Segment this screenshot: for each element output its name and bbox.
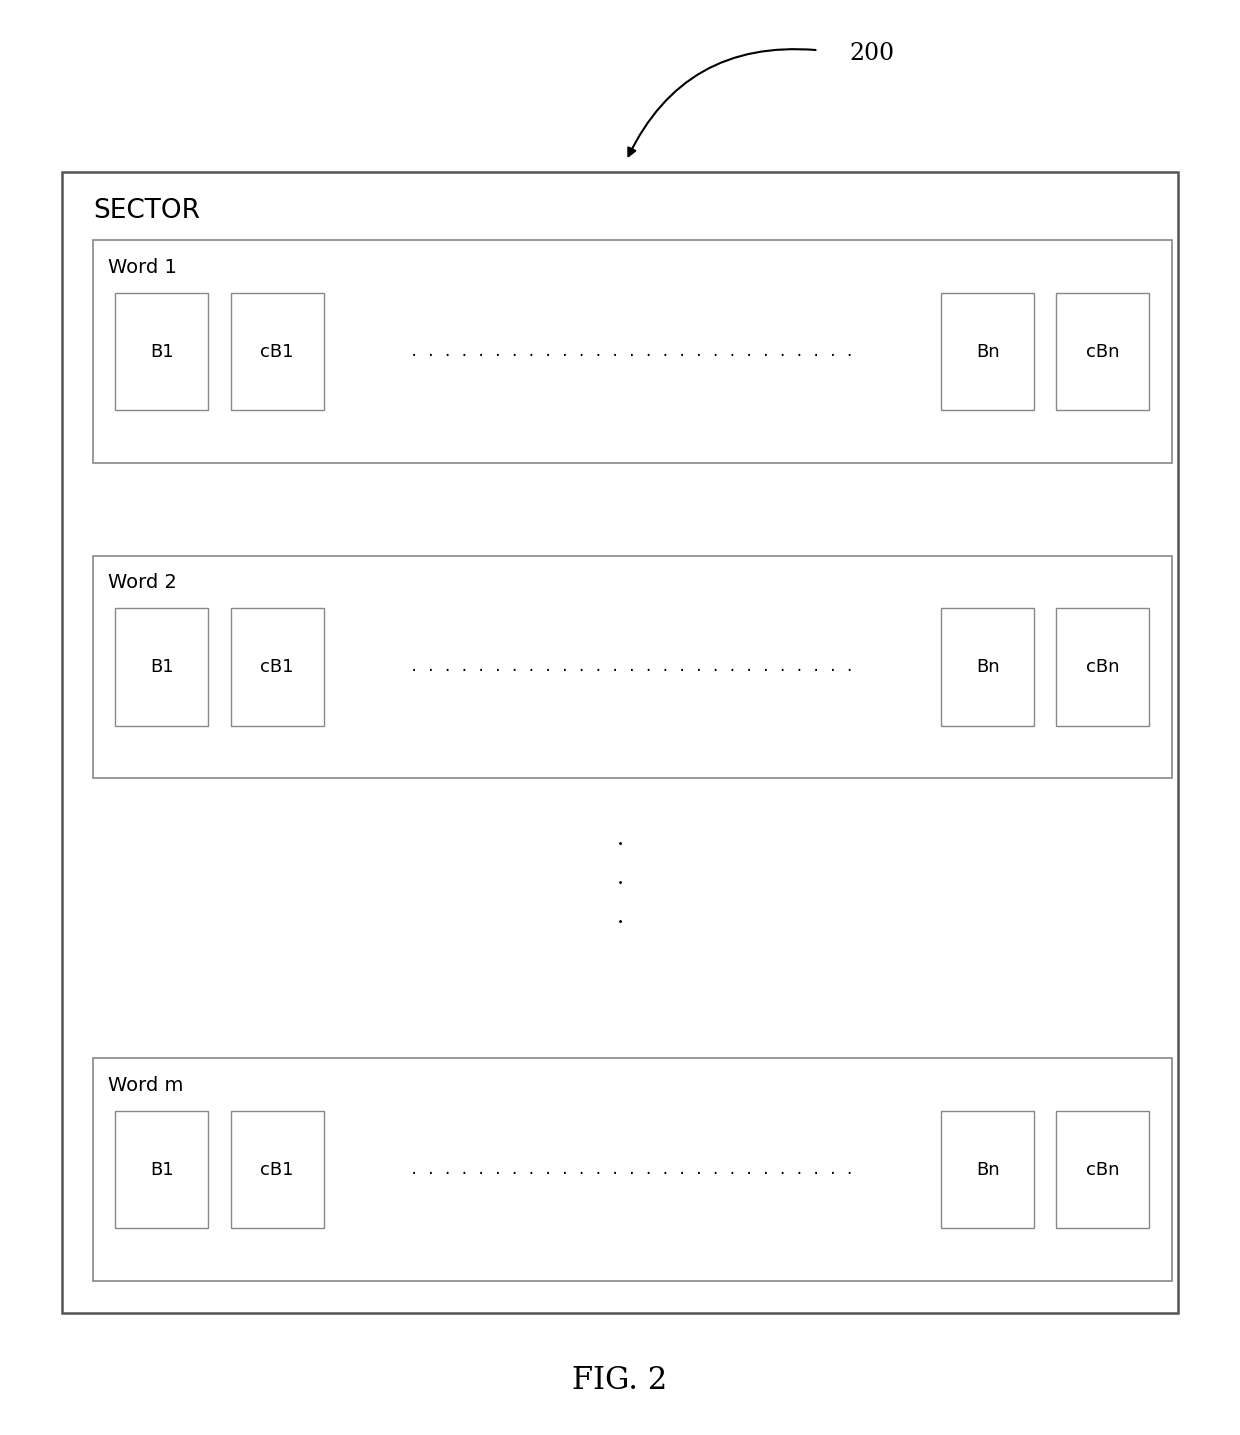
Bar xyxy=(93,240,1172,462)
Bar xyxy=(231,608,324,726)
Text: Word 2: Word 2 xyxy=(108,573,177,593)
Bar xyxy=(115,1111,208,1228)
Text: cB1: cB1 xyxy=(260,343,294,360)
Text: 200: 200 xyxy=(849,42,894,65)
Text: .: . xyxy=(616,828,624,851)
Bar xyxy=(941,1111,1034,1228)
Text: SECTOR: SECTOR xyxy=(93,198,200,224)
Text: Bn: Bn xyxy=(976,343,999,360)
Text: cB1: cB1 xyxy=(260,659,294,676)
Text: . . . . . . . . . . . . . . . . . . . . . . . . . . .: . . . . . . . . . . . . . . . . . . . . … xyxy=(410,660,854,674)
Text: cBn: cBn xyxy=(1086,343,1120,360)
Text: . . . . . . . . . . . . . . . . . . . . . . . . . . .: . . . . . . . . . . . . . . . . . . . . … xyxy=(410,344,854,359)
Bar xyxy=(1056,608,1149,726)
Text: .: . xyxy=(616,867,624,890)
Text: Bn: Bn xyxy=(976,659,999,676)
Text: B1: B1 xyxy=(150,1161,174,1178)
Bar xyxy=(1056,293,1149,410)
Text: cBn: cBn xyxy=(1086,659,1120,676)
Text: B1: B1 xyxy=(150,659,174,676)
Text: Word m: Word m xyxy=(108,1076,184,1095)
Text: cBn: cBn xyxy=(1086,1161,1120,1178)
Bar xyxy=(231,293,324,410)
Bar xyxy=(1056,1111,1149,1228)
Text: FIG. 2: FIG. 2 xyxy=(573,1365,667,1396)
Text: Word 1: Word 1 xyxy=(108,258,177,277)
Bar xyxy=(941,293,1034,410)
Bar xyxy=(231,1111,324,1228)
Bar xyxy=(93,1059,1172,1280)
Bar xyxy=(115,608,208,726)
Text: B1: B1 xyxy=(150,343,174,360)
Bar xyxy=(115,293,208,410)
Text: Bn: Bn xyxy=(976,1161,999,1178)
Bar xyxy=(941,608,1034,726)
Text: .: . xyxy=(616,905,624,928)
Text: . . . . . . . . . . . . . . . . . . . . . . . . . . .: . . . . . . . . . . . . . . . . . . . . … xyxy=(410,1162,854,1177)
Bar xyxy=(93,555,1172,778)
Text: cB1: cB1 xyxy=(260,1161,294,1178)
Bar xyxy=(62,172,1178,1313)
